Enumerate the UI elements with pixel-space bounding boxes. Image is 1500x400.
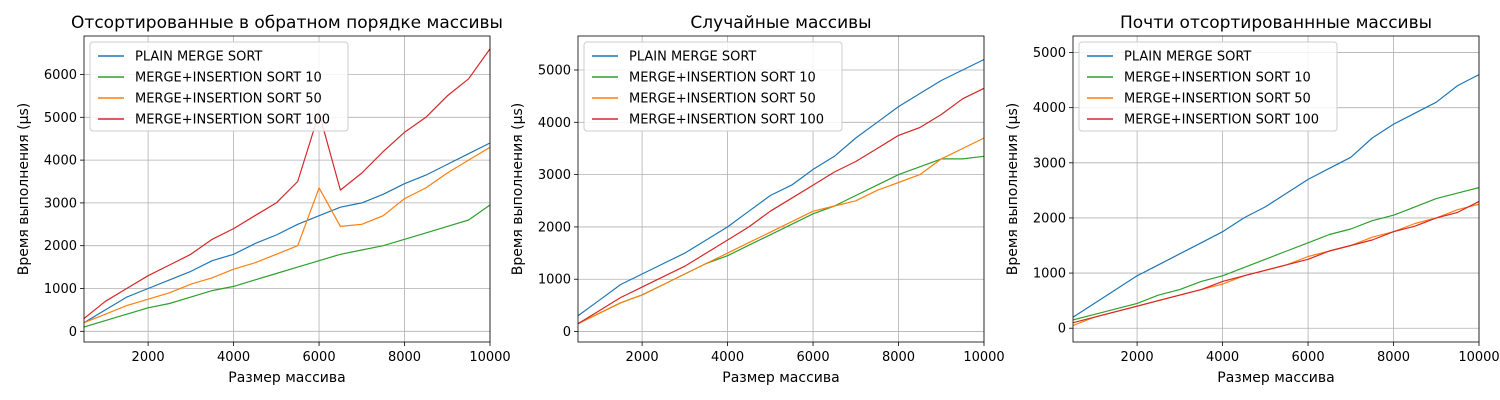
series-line-2 (84, 204, 490, 328)
x-tick-label: 8000 (1377, 350, 1410, 365)
legend: PLAIN MERGE SORT MERGE+INSERTION SORT 10 M… (583, 41, 843, 132)
series-line-1 (1073, 74, 1479, 318)
legend-label-3: MERGE+INSERTION SORT 50 (135, 92, 322, 107)
y-tick-label: 2000 (538, 220, 571, 235)
x-axis-label: Размер массива (228, 370, 345, 386)
legend-label-2: MERGE+INSERTION SORT 10 (1124, 71, 1311, 86)
y-tick-label: 5000 (1033, 46, 1066, 61)
legend-label-1: PLAIN MERGE SORT (1124, 50, 1251, 65)
legend-label-1: PLAIN MERGE SORT (629, 50, 756, 65)
y-tick-label: 3000 (1033, 156, 1066, 171)
y-tick-label: 3000 (538, 168, 571, 183)
x-axis-label: Размер массива (722, 370, 839, 386)
y-tick-label: 2000 (1033, 211, 1066, 226)
plot-frame (577, 35, 985, 343)
chart-panel-3: 2000 4000 6000 8000 10000 0 1000 2000 3000 4000 50… (1005, 13, 1500, 386)
y-tick-label: 1000 (538, 273, 571, 288)
series-line-4 (1073, 200, 1479, 324)
x-tick-label: 8000 (388, 350, 421, 365)
legend-box (1078, 41, 1338, 132)
x-tick-label: 2000 (1121, 350, 1154, 365)
x-tick-label: 8000 (882, 350, 915, 365)
legend: PLAIN MERGE SORT MERGE+INSERTION SORT 10 M… (89, 41, 349, 132)
x-tick-label: 4000 (217, 350, 250, 365)
series-line-2 (578, 155, 984, 325)
x-tick-label: 6000 (1292, 350, 1325, 365)
series-line-1 (84, 142, 490, 324)
y-tick-label: 3000 (44, 196, 77, 211)
series-line-2 (1073, 187, 1479, 321)
legend-label-3: MERGE+INSERTION SORT 50 (1124, 92, 1311, 107)
chart-panel-1: 2000 4000 6000 8000 10000 0 1000 2000 3000 4000 50… (16, 13, 511, 386)
y-axis-label: Время выполнения (μs) (1005, 103, 1021, 276)
series-line-4 (84, 48, 490, 319)
x-tick-label: 4000 (1206, 350, 1239, 365)
x-tick-label: 2000 (626, 350, 659, 365)
y-tick-label: 1000 (44, 282, 77, 297)
plot-frame (83, 35, 491, 343)
chart-panel-2: 2000 4000 6000 8000 10000 0 1000 2000 3000 4000 50… (510, 13, 1005, 386)
x-tick-label: 10000 (469, 350, 510, 365)
y-tick-label: 0 (563, 325, 571, 340)
y-tick-label: 5000 (538, 64, 571, 79)
legend-label-2: MERGE+INSERTION SORT 10 (135, 71, 322, 86)
x-tick-label: 10000 (963, 350, 1004, 365)
series-line-4 (578, 87, 984, 325)
legend-box (89, 41, 349, 132)
legend-label-1: PLAIN MERGE SORT (135, 50, 262, 65)
y-tick-label: 4000 (538, 116, 571, 131)
x-tick-label: 4000 (711, 350, 744, 365)
legend: PLAIN MERGE SORT MERGE+INSERTION SORT 10 M… (1078, 41, 1338, 132)
legend-label-2: MERGE+INSERTION SORT 10 (629, 71, 816, 86)
y-tick-label: 5000 (44, 111, 77, 126)
series-line-3 (578, 137, 984, 325)
legend-label-4: MERGE+INSERTION SORT 100 (629, 113, 824, 128)
y-tick-label: 4000 (44, 154, 77, 169)
x-tick-label: 10000 (1458, 350, 1499, 365)
chart-title: Отсортированные в обратном порядке масси… (71, 13, 503, 33)
y-tick-label: 2000 (44, 239, 77, 254)
x-tick-label: 2000 (132, 350, 165, 365)
series-line-1 (578, 58, 984, 317)
plot-frame (1072, 35, 1480, 343)
legend-label-4: MERGE+INSERTION SORT 100 (135, 113, 330, 128)
y-tick-label: 0 (1058, 322, 1066, 337)
legend-label-4: MERGE+INSERTION SORT 100 (1124, 113, 1319, 128)
y-tick-label: 1000 (1033, 267, 1066, 282)
legend-box (583, 41, 843, 132)
y-axis-label: Время выполнения (μs) (510, 103, 526, 276)
y-tick-label: 4000 (1033, 101, 1066, 116)
chart-title: Случайные массивы (690, 13, 871, 33)
chart-title: Почти отсортированнные массивы (1120, 13, 1432, 33)
y-axis-label: Время выполнения (μs) (16, 103, 32, 276)
x-tick-label: 6000 (797, 350, 830, 365)
legend-label-3: MERGE+INSERTION SORT 50 (629, 92, 816, 107)
series-line-3 (84, 146, 490, 324)
y-tick-label: 6000 (44, 68, 77, 83)
x-axis-label: Размер массива (1217, 370, 1334, 386)
x-tick-label: 6000 (303, 350, 336, 365)
y-tick-label: 0 (69, 325, 77, 340)
